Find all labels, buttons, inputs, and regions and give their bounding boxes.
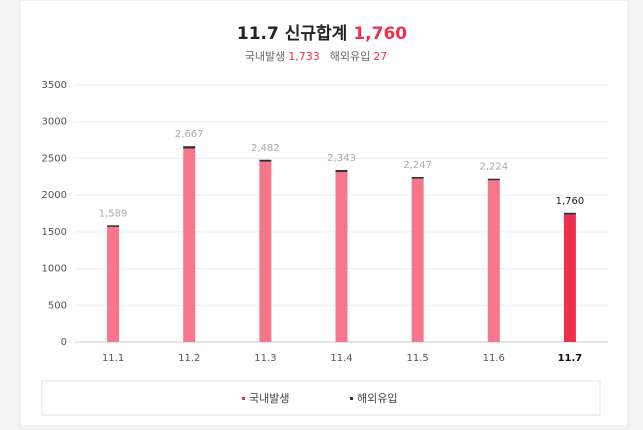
x-tick-label: 11.4 [330, 353, 352, 364]
y-tick-label: 2000 [42, 190, 67, 201]
bar-segment [411, 177, 424, 179]
bar-segment [183, 148, 196, 342]
bar-segment [259, 159, 272, 162]
y-tick-label: 0 [61, 337, 67, 348]
data-label: 2,482 [251, 143, 280, 154]
bar-segment [183, 146, 196, 149]
data-label: 1,760 [556, 196, 585, 207]
bar-segment [563, 212, 576, 215]
y-tick-label: 500 [48, 300, 67, 311]
title-value: 1,760 [353, 24, 407, 44]
chart-title: 11.7 신규합계 1,760 [237, 23, 407, 44]
title-text: 11.7 신규합계 [237, 23, 347, 44]
y-tick-label: 1000 [42, 264, 67, 275]
data-label: 2,224 [479, 162, 508, 173]
y-tick-label: 3000 [42, 117, 67, 128]
x-tick-label: 11.3 [254, 353, 276, 364]
data-label: 1,589 [99, 208, 128, 219]
bar-segment [107, 225, 120, 227]
x-tick-label: 11.1 [102, 353, 124, 364]
card [19, 0, 629, 427]
subtitle-label: 국내발생 [245, 50, 285, 63]
data-label: 2,343 [327, 153, 356, 164]
bar-segment [563, 214, 576, 342]
y-tick-label: 2500 [42, 153, 67, 164]
bar-segment [487, 180, 500, 342]
bar-segment [335, 169, 348, 173]
legend-label: 해외유입 [357, 391, 397, 405]
y-tick-label: 3500 [42, 80, 67, 91]
x-tick-label: 11.2 [178, 353, 200, 364]
data-label: 2,247 [403, 160, 432, 171]
data-label: 2,667 [175, 129, 204, 140]
subtitle-label: 해외유입 [330, 49, 370, 63]
subtitle: 국내발생 1,733 해외유입 27 [245, 49, 387, 63]
bar-segment [107, 226, 120, 342]
bar-segment [259, 161, 272, 342]
legend-label: 국내발생 [249, 392, 289, 405]
legend-swatch [242, 397, 245, 400]
bar-segment [487, 178, 500, 181]
y-tick-label: 1500 [42, 227, 67, 238]
x-tick-label: 11.7 [558, 353, 583, 364]
x-tick-label: 11.5 [407, 353, 429, 364]
legend-box [41, 380, 601, 416]
x-tick-label: 11.6 [483, 353, 505, 364]
bar-segment [411, 178, 424, 342]
subtitle-value: 1,733 [288, 50, 320, 63]
legend-swatch [350, 397, 353, 400]
subtitle-value: 27 [373, 50, 387, 63]
bar-segment [335, 172, 348, 342]
